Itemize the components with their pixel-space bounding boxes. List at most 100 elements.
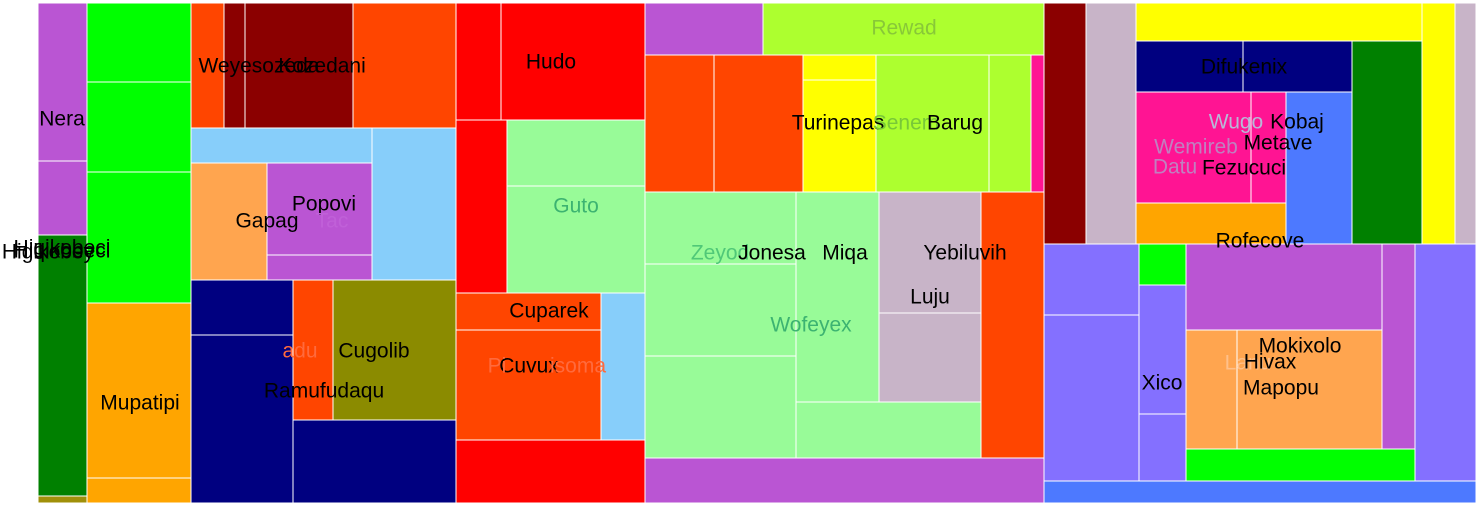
treemap-label: Rewad bbox=[871, 17, 936, 40]
treemap-cell bbox=[1138, 413, 1187, 482]
treemap-cell bbox=[1043, 480, 1477, 504]
treemap-label: Guto bbox=[553, 195, 599, 218]
treemap-cell bbox=[1085, 2, 1137, 245]
treemap-label: Kobaj bbox=[1270, 111, 1324, 134]
treemap-label: Gapag bbox=[235, 210, 298, 233]
treemap-cell bbox=[37, 234, 88, 498]
treemap-cell bbox=[371, 127, 457, 281]
treemap-label: Metave bbox=[1244, 132, 1313, 155]
treemap-cell bbox=[37, 495, 88, 504]
treemap-cell bbox=[506, 185, 646, 294]
treemap-label: Lanu bbox=[1225, 352, 1272, 375]
treemap-cell bbox=[1454, 2, 1477, 245]
treemap-cell bbox=[455, 2, 502, 121]
treemap-cell bbox=[1135, 2, 1423, 42]
treemap-cell bbox=[455, 292, 602, 331]
treemap-cell bbox=[455, 439, 646, 504]
treemap-cell bbox=[1135, 91, 1252, 204]
treemap-cell bbox=[1185, 243, 1383, 331]
treemap-cell bbox=[1381, 243, 1416, 450]
treemap-label: Cuvux bbox=[499, 355, 559, 378]
treemap-label: Wemireb bbox=[1154, 136, 1238, 159]
treemap-cell bbox=[988, 54, 1032, 193]
treemap-cell bbox=[506, 119, 646, 187]
treemap-cell bbox=[1285, 91, 1353, 245]
treemap-label: Datu bbox=[1153, 156, 1197, 179]
treemap-label: Hivax bbox=[1244, 351, 1297, 374]
treemap-label: Mokixolo bbox=[1259, 335, 1342, 358]
treemap-cell bbox=[795, 401, 982, 459]
treemap-label: Higikobeci bbox=[14, 237, 111, 260]
treemap-label: Luju bbox=[910, 286, 950, 309]
treemap-cell bbox=[795, 191, 880, 403]
treemap-cell bbox=[190, 127, 373, 164]
treemap-label: Cuparek bbox=[509, 300, 589, 323]
treemap-cell bbox=[644, 191, 797, 265]
treemap-cell bbox=[1138, 284, 1187, 415]
treemap-cell bbox=[455, 119, 508, 294]
treemap-label: Difukenix bbox=[1201, 56, 1288, 79]
treemap-label: Mapopu bbox=[1243, 377, 1319, 400]
treemap-cell bbox=[644, 355, 797, 459]
treemap-label: Pi bbox=[488, 355, 507, 378]
treemap-cell bbox=[644, 457, 1045, 504]
treemap-cell bbox=[644, 54, 715, 193]
treemap-label: Fezucuci bbox=[1202, 157, 1286, 180]
treemap-label: Hiqikobeci bbox=[14, 240, 111, 263]
treemap-label: Weyesozeda bbox=[198, 55, 319, 78]
treemap-cell bbox=[1421, 2, 1456, 245]
treemap-cell bbox=[1236, 329, 1383, 450]
treemap-cell bbox=[292, 419, 457, 504]
treemap-label: Wugo bbox=[1209, 111, 1263, 134]
treemap-cell bbox=[878, 191, 982, 314]
treemap-label: Cugolib bbox=[338, 340, 409, 363]
treemap-label: Popovi bbox=[292, 193, 356, 216]
treemap-cell bbox=[600, 292, 646, 441]
treemap-cell bbox=[190, 334, 294, 504]
treemap-cell bbox=[266, 254, 373, 281]
treemap-cell bbox=[644, 263, 797, 357]
treemap-label: Jonesa bbox=[738, 242, 806, 265]
treemap-label: Tac bbox=[316, 210, 349, 233]
treemap-cell bbox=[1351, 40, 1423, 245]
treemap-cell bbox=[644, 2, 764, 56]
treemap-cell bbox=[1185, 448, 1416, 482]
treemap-label: Turinepas bbox=[792, 112, 885, 135]
treemap-cell bbox=[332, 279, 457, 421]
treemap-cell bbox=[86, 302, 192, 479]
treemap-label: Xico bbox=[1142, 372, 1183, 395]
treemap-cell bbox=[802, 54, 877, 81]
treemap-cell bbox=[455, 329, 602, 441]
treemap-cell bbox=[190, 279, 294, 336]
treemap-cell bbox=[86, 2, 192, 83]
treemap-label: Nera bbox=[39, 108, 85, 131]
treemap-cell bbox=[1043, 243, 1140, 316]
treemap-cell bbox=[802, 79, 877, 193]
treemap-cell bbox=[875, 54, 990, 193]
treemap-cell bbox=[37, 2, 88, 162]
treemap-label: Senem bbox=[873, 112, 940, 135]
treemap-cell bbox=[1414, 243, 1477, 482]
treemap-label: Wofeyex bbox=[770, 314, 852, 337]
treemap-cell bbox=[190, 162, 268, 281]
treemap-cell bbox=[244, 2, 354, 129]
treemap-label: Yebiluvih bbox=[923, 242, 1006, 265]
treemap-cell bbox=[1043, 2, 1087, 245]
treemap-label: Higikobey bbox=[2, 241, 95, 264]
treemap-cell bbox=[1043, 314, 1140, 482]
treemap-cell bbox=[1242, 40, 1353, 93]
treemap-cell bbox=[86, 171, 192, 304]
treemap-label: isoma bbox=[550, 355, 606, 378]
treemap-cell bbox=[713, 54, 804, 193]
treemap-cell bbox=[1135, 202, 1287, 245]
treemap-cell bbox=[37, 160, 88, 236]
treemap-cell bbox=[1135, 40, 1244, 93]
treemap-cell bbox=[86, 81, 192, 173]
treemap-cell bbox=[1030, 54, 1045, 193]
treemap-cell bbox=[190, 2, 225, 129]
treemap-cell bbox=[352, 2, 457, 129]
treemap-label: Miqa bbox=[822, 242, 868, 265]
treemap-cell bbox=[980, 191, 1045, 459]
treemap-cell bbox=[1250, 91, 1287, 204]
